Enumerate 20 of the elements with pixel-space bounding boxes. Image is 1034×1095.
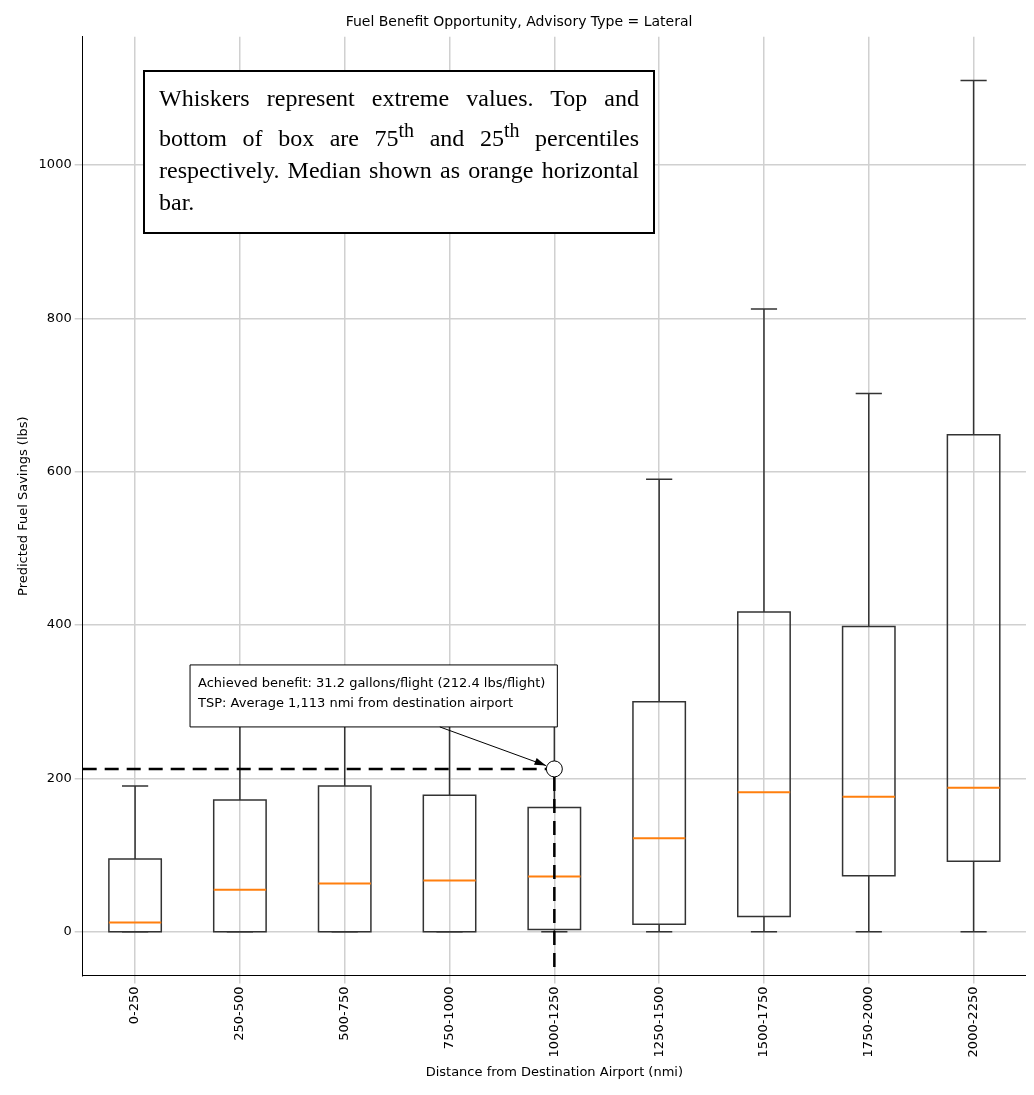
y-tick-label: 600	[46, 463, 72, 479]
chart-title: Fuel Benefit Opportunity, Advisory Type = Lateral	[345, 13, 693, 30]
y-tick-label: 200	[46, 769, 72, 785]
y-axis-title: Predicted Fuel Savings (lbs)	[15, 416, 31, 596]
x-tick-label: 1250-1500	[650, 986, 666, 1058]
x-tick-label: 750-1000	[440, 986, 456, 1050]
x-tick-label: 1500-1750	[755, 986, 771, 1058]
annotation: Whiskers represent extreme values. Top and bottom of box are 75$^{th}$ and 25$^{th}$ percentiles respectively. Median shown as orange horizontal bar.	[143, 70, 655, 234]
x-tick-label: 250-500	[231, 986, 247, 1041]
annotation: Achieved benefit: 31.2 gallons/flight (212.4 lbs/flight) TSP: Average 1,113 nmi from destination airport	[197, 674, 546, 710]
x-tick-label: 1000-1250	[545, 986, 561, 1058]
x-tick-label: 2000-2250	[964, 986, 980, 1058]
y-tick-label: 400	[46, 616, 72, 632]
y-tick-label: 0	[63, 923, 72, 939]
x-tick-label: 500-750	[336, 986, 352, 1041]
x-axis-title: Distance from Destination Airport (nmi)	[425, 1063, 684, 1079]
x-tick-label: 0-250	[126, 986, 142, 1025]
x-tick-label: 1750-2000	[860, 986, 876, 1058]
y-tick-label: 1000	[38, 156, 72, 172]
y-tick-label: 800	[46, 309, 72, 325]
